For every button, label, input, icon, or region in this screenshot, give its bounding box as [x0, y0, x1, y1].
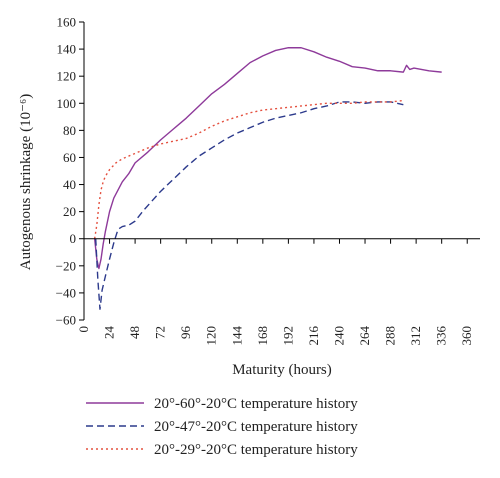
legend-label-1: 20°-60°-20°C temperature history: [154, 396, 358, 412]
y-axis-label: Autogenous shrinkage (10⁻⁶): [18, 94, 34, 270]
x-tick-label: 72: [153, 326, 168, 339]
y-tick-label: −20: [56, 258, 76, 273]
x-tick-label: 192: [280, 326, 295, 346]
x-tick-label: 120: [204, 326, 219, 346]
y-tick-label: 60: [63, 150, 76, 165]
legend-label-2: 20°-47°-20°C temperature history: [154, 419, 358, 435]
y-tick-label: 20: [63, 204, 76, 219]
plot-area: [93, 47, 442, 310]
x-tick-label: 240: [331, 326, 346, 346]
y-tick-label: 120: [57, 69, 77, 84]
y-tick-label: 100: [57, 96, 77, 111]
x-tick-label: 96: [178, 326, 193, 340]
series-line-1: [93, 47, 442, 270]
x-tick-label: 144: [229, 326, 244, 346]
y-tick-label: −40: [56, 285, 76, 300]
y-tick-label: 40: [63, 177, 76, 192]
legend: 20°-60°-20°C temperature history 20°-47°-…: [86, 396, 358, 458]
legend-label-3: 20°-29°-20°C temperature history: [154, 442, 358, 458]
y-tick-label: −60: [56, 313, 76, 328]
x-tick-label: 216: [306, 326, 321, 346]
series-line-3: [93, 99, 404, 239]
x-tick-label: 168: [255, 326, 270, 346]
x-tick-label: 312: [408, 326, 423, 346]
y-tick-label: 0: [70, 231, 77, 246]
x-tick-label: 0: [76, 326, 91, 333]
x-tick-label: 360: [459, 326, 474, 346]
y-tick-label: 140: [57, 42, 77, 57]
x-tick-label: 48: [127, 326, 142, 339]
x-axis-label: Maturity (hours): [232, 362, 332, 378]
series-line-2: [95, 101, 404, 310]
x-tick-label: 264: [357, 326, 372, 346]
y-tick-label: 80: [63, 123, 76, 138]
x-tick-label: 336: [434, 326, 449, 346]
x-tick-label: 288: [383, 326, 398, 346]
axes: −60 −40 −20 0 20 40 60 80 100 120 140 160 0 24 48 72 96 1…: [56, 15, 480, 346]
x-tick-label: 24: [102, 326, 117, 340]
y-tick-label: 160: [57, 15, 77, 30]
